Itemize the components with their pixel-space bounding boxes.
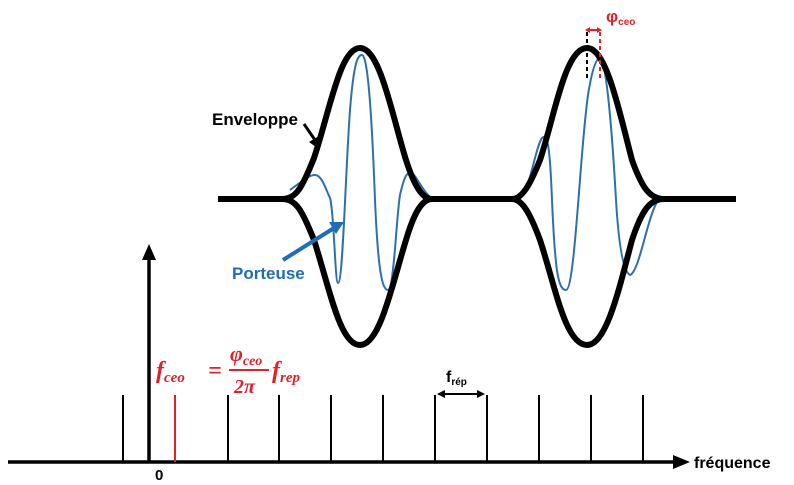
carrier-wave-pulse-1	[289, 53, 431, 292]
origin-label: 0	[155, 467, 163, 484]
phi-ceo-label: φceo	[606, 7, 635, 28]
comb-teeth	[122, 395, 644, 462]
formula-equals: =	[208, 358, 222, 384]
carrier-label: Porteuse	[232, 264, 305, 283]
formula-denominator: 2π	[233, 376, 256, 398]
frequency-axes	[8, 244, 690, 469]
formula-rhs: frep	[272, 358, 300, 386]
envelope-lower	[218, 196, 736, 348]
repetition-rate-marker	[437, 390, 485, 398]
phi-subscript: ceo	[618, 17, 635, 28]
formula-lhs: fceo	[156, 358, 185, 386]
f-rep-symbol: f	[446, 369, 452, 386]
f-rep-subscript: rép	[451, 377, 467, 388]
f-rep-label: frép	[446, 369, 467, 388]
envelope-label: Enveloppe	[212, 110, 298, 129]
vertical-axis-arrowhead	[142, 244, 156, 260]
frequency-axis-arrowhead	[673, 455, 690, 469]
envelope-arrow	[302, 123, 320, 150]
phase-offset-marker	[585, 27, 602, 78]
frequency-axis-label: fréquence	[694, 455, 771, 472]
ceo-formula: fceo = φceo 2π frep	[156, 341, 300, 398]
carrier-arrow	[281, 222, 344, 262]
formula-numerator: φceo	[230, 341, 262, 369]
pulse-train	[218, 45, 736, 348]
phi-symbol: φ	[606, 7, 618, 26]
